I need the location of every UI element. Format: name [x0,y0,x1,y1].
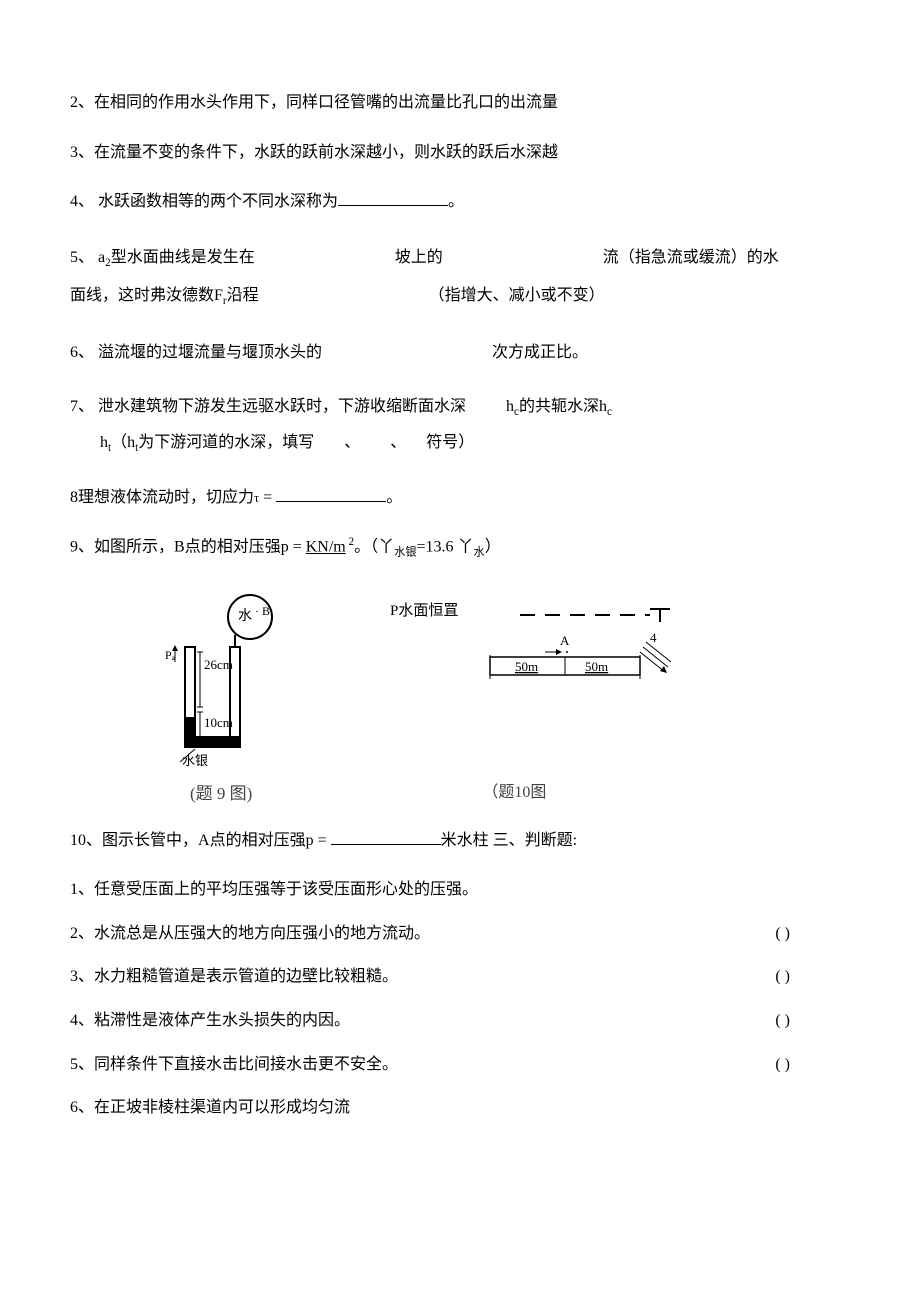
fig10-P-label: P水面恒罝 [390,602,458,619]
figure-captions: (题 9 图) （题10图 [70,780,850,807]
j6-text: 在正坡非棱柱渠道内可以形成均匀流 [94,1099,350,1116]
q7-l2f: 符号） [426,434,474,451]
q8-c: 。 [386,489,402,506]
j2-paren: ( ) [775,964,790,990]
j5-num: 5、 [70,1056,94,1073]
question-8: 8理想液体流动时，切应力τ = 。 [70,485,850,511]
q7-c: 的共轭水深h [519,398,607,415]
q5-g: （指增大、减小或不变） [429,287,605,304]
fig9-B-label: · B [255,604,270,618]
q5-b: 型水面曲线是发生在 [111,249,255,266]
j3-text: 水力粗糙管道是表示管道的边壁比较粗糙。 [94,968,398,985]
question-3: 3、在流量不变的条件下，水跃的跃前水深越小，则水跃的跃后水深越 [70,140,850,166]
question-7: 7、 泄水建筑物下游发生远驱水跃时，下游收缩断面水深hc的共轭水深hc ht（h… [70,389,850,461]
fig9-caption: (题 9 图) [190,780,252,807]
fig9-water-label: 水 [238,608,252,624]
question-5: 5、 a2型水面曲线是发生在坡上的流（指急流或缓流）的水 面线，这时弗汝德数Fr… [70,239,850,316]
q7-l2d: 、 [344,434,360,451]
q9-sub-shui: 水 [474,547,485,559]
fig10-50m-2: 50m [585,659,608,674]
q4-blank [338,189,448,206]
q5-f: 沿程 [227,287,259,304]
question-9: 9、如图所示，B点的相对压强p = KN/m 2。（丫水银=13.6 丫水） [70,534,850,562]
q2-text: 在相同的作用水头作用下，同样口径管嘴的出流量比孔口的出流量 [94,94,558,111]
j6-num: 6、 [70,1099,94,1116]
j2-num: 2、 [70,925,94,942]
fig9-svg: 水 · B Pₐ 26cm 10cm 水银 [160,587,310,767]
q6-a: 溢流堰的过堰流量与堰顶水头的 [98,344,322,361]
q3-text: 在流量不变的条件下，水跃的跃前水深越小，则水跃的跃后水深越 [94,144,558,161]
q9-sup2: 2 [346,536,354,548]
figures-row: 水 · B Pₐ 26cm 10cm 水银 P水面恒罝 [160,587,850,776]
fig10-A-label: A [560,633,570,648]
j1-text: 任意受压面上的平均压强等于该受压面形心处的压强。 [94,881,478,898]
q5-c: 坡上的 [395,249,443,266]
q7-l2e: 、 [390,434,406,451]
judge-5: 5、同样条件下直接水击比间接水击更不安全。 ( ) [70,1052,850,1078]
question-4: 4、 水跃函数相等的两个不同水深称为 。 [70,189,850,215]
j4-text: 粘滞性是液体产生水头损失的内因。 [94,1012,350,1029]
q7-l2a: h [100,434,108,451]
q9-num: 9、 [70,539,94,556]
fig10-caption: （题10图 [482,780,546,807]
question-10: 10、图示长管中，A点的相对压强p = 米水柱 三、判断题: [70,828,850,854]
j5-text: 同样条件下直接水击比间接水击更不安全。 [94,1056,398,1073]
q7-l2c: 为下游河道的水深，填写 [138,434,314,451]
j4-num: 4、 [70,1012,94,1029]
q4-num: 4、 [70,193,98,210]
q9-c: =13.6 丫 [417,539,474,556]
judge-4: 4、粘滞性是液体产生水头损失的内因。 ( ) [70,1008,850,1034]
q5-num: 5、 [70,249,98,266]
q7-num: 7、 [70,398,98,415]
fig9-mercury-label: 水银 [182,753,208,767]
q8-blank [276,485,386,502]
judge-6: 6、在正坡非棱柱渠道内可以形成均匀流 [70,1095,850,1121]
q5-e: 面线，这时弗汝德数F [70,287,223,304]
q10-num: 10、 [70,832,102,849]
q9-u: KN/m [306,539,346,556]
q9-d: ） [485,539,501,556]
q2-num: 2、 [70,94,94,111]
question-2: 2、在相同的作用水头作用下，同样口径管嘴的出流量比孔口的出流量 [70,90,850,116]
fig9-10cm-label: 10cm [204,715,233,730]
q9-b: 。（丫 [354,539,394,556]
j1-paren: ( ) [775,921,790,947]
j1-num: 1、 [70,881,94,898]
q9-a: 如图所示，B点的相对压强p = [94,539,306,556]
j3-num: 3、 [70,968,94,985]
q8-a: 理想液体流动时，切应力 [78,489,254,506]
judge-3: 3、水力粗糙管道是表示管道的边壁比较粗糙。 ( ) [70,964,850,990]
q5-d: 流（指急流或缓流）的水 [603,249,779,266]
q7-l2b: （h [111,434,135,451]
judge-2: 2、水流总是从压强大的地方向压强小的地方流动。 ( ) [70,921,850,947]
q9-sub-yin: 水银 [394,547,416,559]
q7-sub-c2: c [607,406,612,418]
q8-b: = [259,489,276,506]
q10-b: 米水柱 [441,832,489,849]
judge-1: 1、任意受压面上的平均压强等于该受压面形心处的压强。 [70,877,850,903]
q10-section: 三、判断题: [489,832,577,849]
fig9-26cm-label: 26cm [204,657,233,672]
q8-num: 8 [70,489,78,506]
q7-a: 泄水建筑物下游发生远驱水跃时，下游收缩断面水深 [98,398,466,415]
q7-b: h [506,398,514,415]
question-6: 6、 溢流堰的过堰流量与堰顶水头的 次方成正比。 [70,340,850,366]
fig10-4-label: 4 [650,630,657,645]
j3-paren: ( ) [775,1008,790,1034]
j2-text: 水流总是从压强大的地方向压强小的地方流动。 [94,925,430,942]
q6-b: 次方成正比。 [492,344,588,361]
q10-a: 图示长管中，A点的相对压强p = [102,832,331,849]
q3-num: 3、 [70,144,94,161]
q10-blank [331,828,441,845]
figure-9: 水 · B Pₐ 26cm 10cm 水银 [160,587,310,776]
q4-text-b: 。 [448,193,464,210]
j4-paren: ( ) [775,1052,790,1078]
figure-10: P水面恒罝 A 4 50m 50m [370,597,690,726]
q6-num: 6、 [70,344,98,361]
fig10-50m-1: 50m [515,659,538,674]
fig10-svg: P水面恒罝 A 4 50m 50m [370,597,690,717]
q4-text-a: 水跃函数相等的两个不同水深称为 [98,193,338,210]
